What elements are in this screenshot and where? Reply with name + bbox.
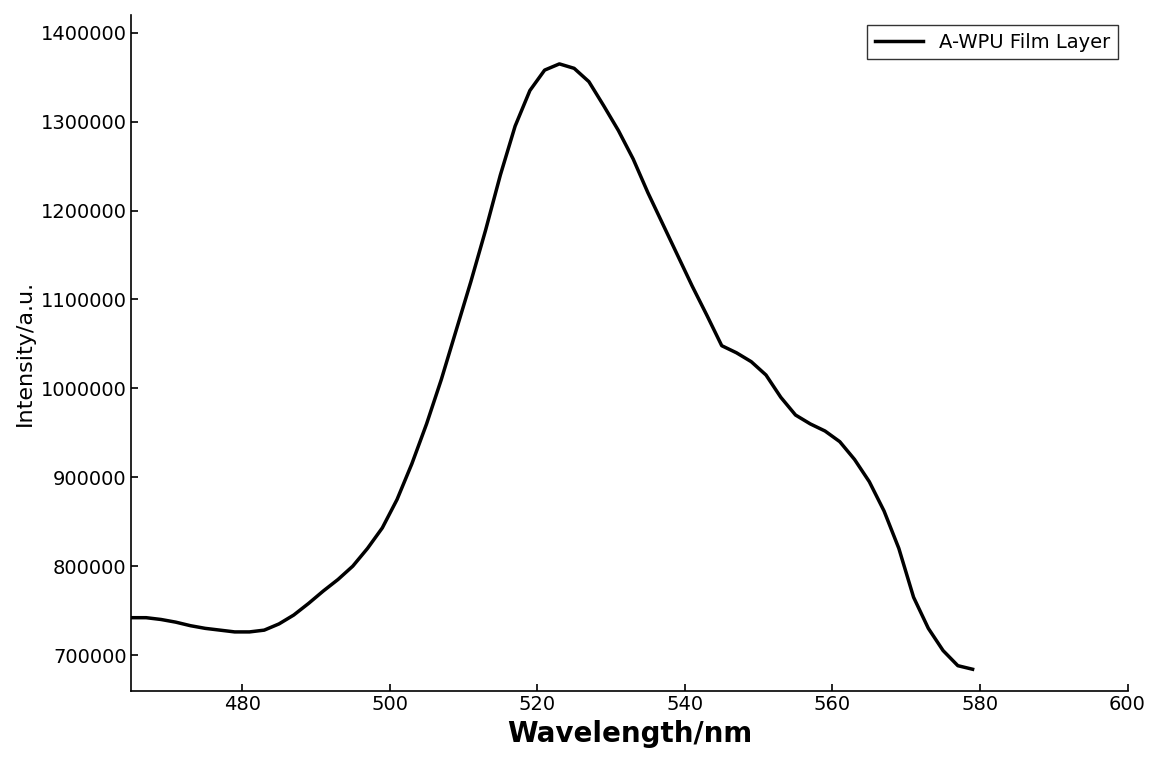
Y-axis label: Intensity/a.u.: Intensity/a.u. — [15, 280, 35, 426]
Legend: A-WPU Film Layer: A-WPU Film Layer — [867, 24, 1118, 60]
A-WPU Film Layer — [700, 311, 714, 320]
A-WPU Film Layer — [936, 646, 950, 655]
A-WPU Film Layer — [553, 60, 567, 69]
A-WPU Film Layer — [966, 665, 980, 674]
X-axis label: Wavelength/nm: Wavelength/nm — [507, 720, 752, 748]
A-WPU Film Layer — [848, 455, 861, 464]
A-WPU Film Layer — [316, 587, 330, 596]
A-WPU Film Layer — [759, 371, 773, 380]
Line: A-WPU Film Layer: A-WPU Film Layer — [131, 64, 973, 669]
A-WPU Film Layer — [331, 575, 345, 584]
A-WPU Film Layer — [124, 613, 138, 623]
